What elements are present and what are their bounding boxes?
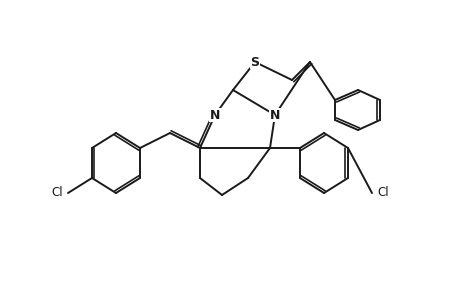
Text: N: N [269, 109, 280, 122]
Text: N: N [209, 109, 220, 122]
Text: Cl: Cl [376, 187, 388, 200]
Text: Cl: Cl [51, 187, 63, 200]
Text: S: S [250, 56, 259, 68]
